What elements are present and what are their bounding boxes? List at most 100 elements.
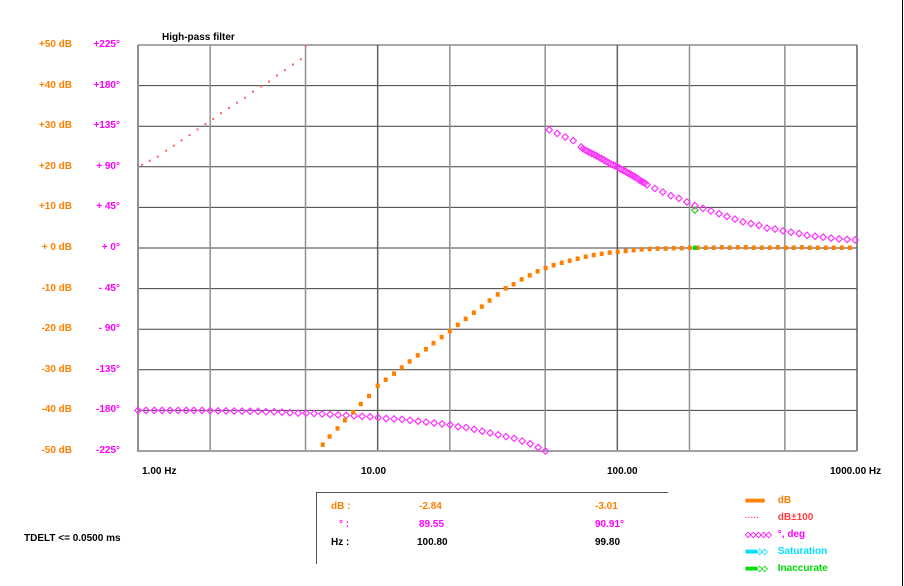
phase-point	[623, 168, 632, 177]
db-point	[823, 245, 828, 250]
db-point	[655, 246, 660, 251]
phase-point	[197, 406, 207, 415]
db100-point	[252, 90, 255, 93]
phase-point	[261, 407, 271, 416]
db-point	[399, 365, 404, 370]
db-point	[479, 304, 484, 309]
db-point	[495, 292, 500, 297]
db-point	[607, 250, 612, 255]
phase-point	[843, 235, 852, 244]
db-point	[407, 359, 412, 364]
db100-point	[165, 149, 168, 152]
db-point	[799, 245, 804, 250]
phase-point	[358, 412, 367, 421]
db-point	[423, 347, 428, 352]
db-point	[543, 265, 548, 271]
phase-point	[133, 406, 143, 415]
db100-point	[141, 163, 144, 166]
db-point	[559, 260, 564, 266]
db100-point	[180, 139, 183, 142]
phase-point	[470, 425, 479, 434]
readout-deg-value-1: 89.55	[419, 519, 445, 530]
phase-point	[762, 224, 772, 233]
phase-point	[851, 235, 860, 244]
phase-point	[214, 406, 223, 415]
phase-point	[746, 219, 756, 228]
db-point	[831, 245, 836, 250]
legend-item-inaccurate: ■■■◇◇ Inaccurate	[745, 560, 828, 577]
phase-point	[238, 407, 247, 416]
x-label-10hz: 10.00	[361, 466, 387, 477]
cursor-readout-box: dB : -2.84 -3.01 ° : 89.55 90.91° Hz : 1…	[316, 492, 668, 564]
db100-point	[228, 106, 231, 109]
phase-point	[690, 201, 699, 210]
phase-point	[682, 197, 691, 207]
db100-point	[196, 128, 199, 131]
db-point	[743, 245, 748, 250]
db-point	[392, 371, 397, 376]
y-label-db: +30 dB	[38, 120, 72, 132]
db-point	[487, 298, 492, 303]
phase-point	[270, 407, 279, 416]
phase-point	[553, 129, 562, 138]
phase-point	[366, 412, 375, 421]
y-label-db: +20 dB	[38, 160, 72, 172]
db100-point	[212, 117, 215, 120]
phase-point	[382, 414, 391, 423]
phase-point	[141, 406, 151, 415]
db100-point	[291, 63, 294, 66]
phase-point	[438, 419, 447, 428]
db-point	[439, 334, 444, 340]
phase-point	[422, 418, 431, 427]
db-point	[687, 245, 692, 250]
db-point	[511, 282, 516, 287]
phase-point	[819, 233, 828, 242]
db100-point	[304, 44, 307, 47]
readout-deg-value-2: 90.91°	[595, 519, 625, 530]
db-point	[551, 262, 556, 268]
phase-point	[342, 411, 351, 420]
db-point	[807, 245, 812, 250]
phase-point	[302, 409, 311, 418]
phase-point	[398, 415, 407, 424]
phase-point	[494, 430, 503, 439]
legend-item-db: ■■■■■ dB	[745, 492, 828, 509]
phase-point	[502, 432, 511, 441]
phase-point	[454, 422, 463, 431]
readout-db-label: dB :	[331, 501, 351, 512]
phase-point	[628, 171, 637, 180]
db-point	[575, 256, 580, 261]
db100-point	[188, 134, 191, 137]
db-point	[567, 258, 572, 263]
phase-point	[650, 184, 659, 193]
db-point	[471, 310, 476, 315]
db100-point	[156, 155, 159, 158]
legend-square-marker-icon: ■■■■■	[745, 496, 765, 505]
y-label-db: +40 dB	[38, 79, 72, 91]
phase-point	[706, 206, 715, 216]
phase-point	[545, 125, 554, 134]
phase-point	[803, 231, 812, 240]
legend-item-saturation: ■■■◇◇ Saturation	[745, 543, 828, 560]
phase-point	[430, 418, 439, 428]
legend-label: dB	[777, 495, 792, 506]
readout-hz-value-2: 99.80	[595, 537, 621, 548]
db-point	[583, 254, 588, 259]
db-point	[671, 245, 676, 251]
phase-point	[794, 229, 804, 238]
db-point	[463, 316, 468, 322]
phase-point	[334, 410, 343, 419]
db-point	[535, 269, 540, 274]
db-point	[327, 434, 332, 439]
tdelt-status: TDELT <= 0.0500 ms	[24, 533, 121, 544]
legend-label: Saturation	[777, 546, 828, 557]
x-label-1hz: 1.00 Hz	[142, 466, 177, 477]
phase-point	[730, 215, 740, 224]
phase-point	[714, 209, 724, 218]
phase-point	[666, 191, 675, 200]
db-point	[527, 273, 532, 278]
phase-point	[165, 406, 175, 415]
phase-point	[569, 136, 578, 145]
db-point	[703, 245, 708, 250]
db-point	[591, 252, 596, 258]
